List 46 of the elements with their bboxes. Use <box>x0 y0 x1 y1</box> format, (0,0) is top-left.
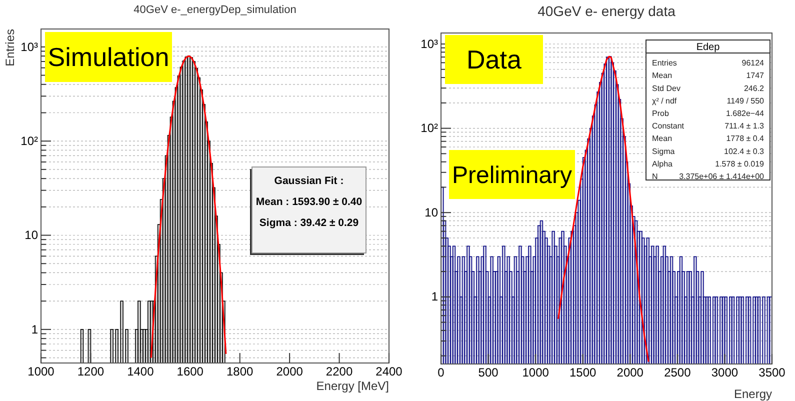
x-tick-label: 2000 <box>276 364 304 379</box>
x-tick-label: 1400 <box>127 364 154 379</box>
text: Mean 1747 <box>652 71 764 80</box>
y-axis-title: Entries <box>3 29 17 66</box>
annotation: Data <box>466 44 522 75</box>
annotation: Edep <box>696 42 720 53</box>
text: Mean 1778 ± 0.4 <box>652 134 764 144</box>
x-tick-label: 2200 <box>326 364 353 379</box>
annotation: Simulation <box>48 42 170 72</box>
text: Prob 1.682e−44 <box>652 109 764 118</box>
text: Entries 96124 <box>652 58 764 68</box>
annotation: Gaussian Fit : <box>274 175 344 187</box>
chart-title: 40GeV e-_energyDep_simulation <box>134 4 296 16</box>
annotation: Mean : 1593.90 ± 0.40 <box>256 196 362 208</box>
text: Sigma 102.4 ± 0.3 <box>652 146 764 156</box>
x-tick-label: 500 <box>478 366 499 380</box>
x-axis-title: Energy [MeV] <box>316 379 389 393</box>
annotation: Preliminary <box>452 162 572 189</box>
text: Alpha 1.578 ± 0.019 <box>652 159 764 168</box>
annotation: Sigma : 39.42 ± 0.29 <box>259 217 359 229</box>
text: N 3.375e+06 ± 1.414e+00 <box>652 172 764 181</box>
x-tick-label: 2400 <box>376 364 403 379</box>
y-tick-label: 10³ <box>20 40 38 54</box>
x-tick-label: 1500 <box>570 366 597 380</box>
text: Std Dev 246.2 <box>652 84 764 93</box>
y-tick-label: 10² <box>20 134 38 148</box>
text: Constant 711.4 ± 1.3 <box>652 122 764 131</box>
x-tick-label: 1000 <box>28 364 55 379</box>
y-tick-label: 10² <box>420 121 438 136</box>
x-axis-title: Energy <box>734 387 772 401</box>
x-tick-label: 3000 <box>711 366 738 380</box>
chart-title: 40GeV e- energy data <box>538 3 676 19</box>
y-tick-label: 1 <box>431 290 438 304</box>
y-tick-label: 1 <box>31 322 38 336</box>
x-tick-label: 2500 <box>664 366 692 380</box>
x-tick-label: 1000 <box>522 366 550 380</box>
x-tick-label: 3500 <box>758 366 786 380</box>
x-tick-label: 0 <box>438 366 445 380</box>
x-tick-label: 1800 <box>226 364 254 379</box>
y-tick-label: 10³ <box>420 36 438 51</box>
x-tick-label: 1600 <box>176 364 204 379</box>
x-tick-label: 2000 <box>616 366 644 380</box>
y-tick-label: 10 <box>24 228 38 242</box>
y-tick-label: 10 <box>424 205 438 220</box>
x-tick-label: 1200 <box>77 364 104 379</box>
text: χ² / ndf 1149 / 550 <box>652 96 764 106</box>
